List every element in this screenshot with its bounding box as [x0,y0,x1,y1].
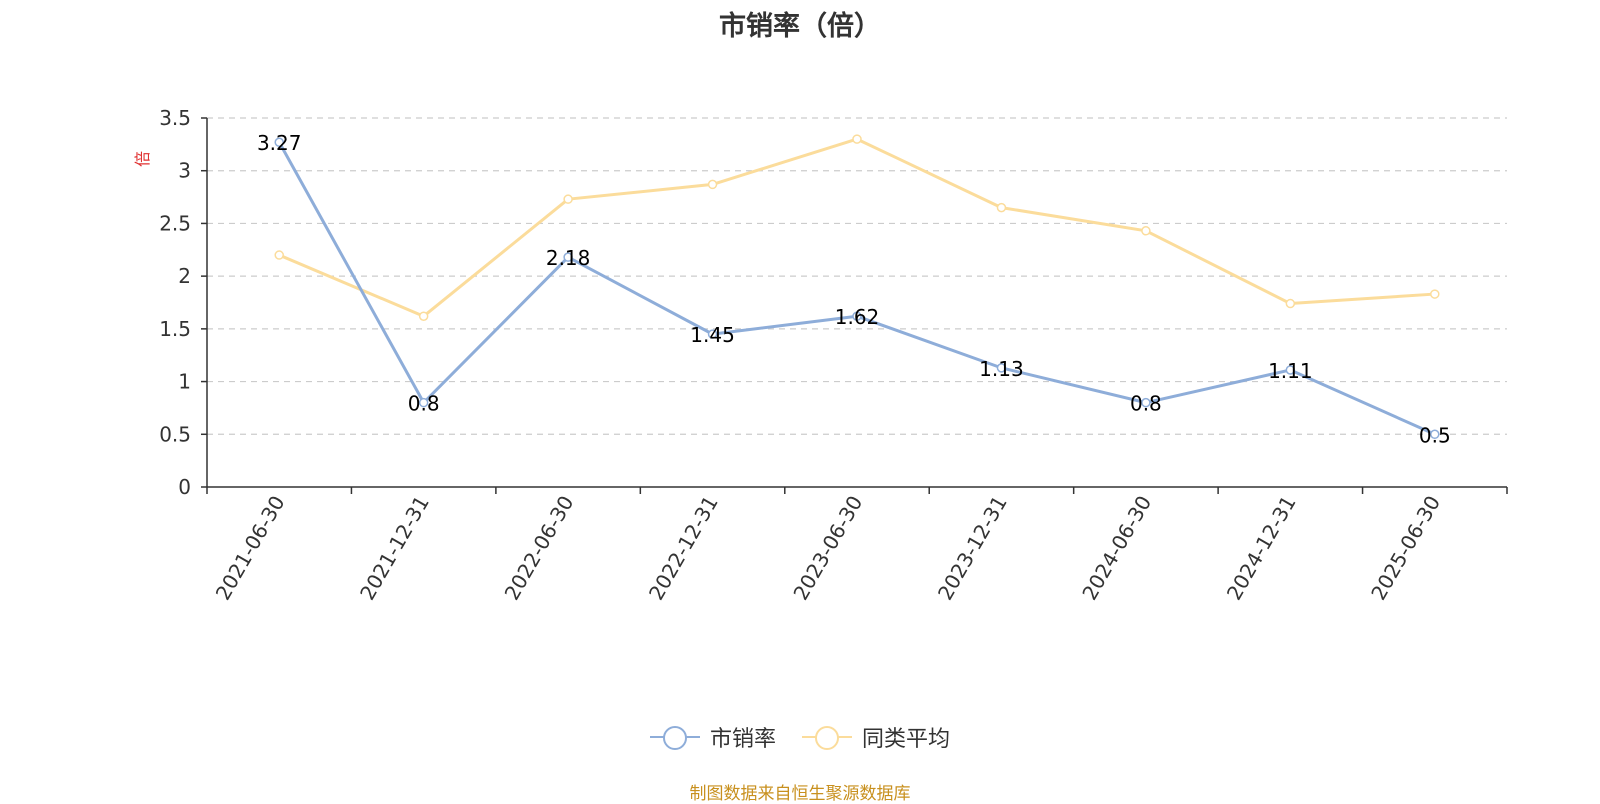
data-label: 2.18 [546,246,591,270]
x-tick-label: 2024-12-31 [1222,492,1301,605]
legend-label: 同类平均 [862,727,951,752]
source-note: 制图数据来自恒生聚源数据库 [689,784,911,804]
data-point [1285,365,1296,375]
x-tick-label: 2023-06-30 [788,492,867,605]
y-tick-label: 0.5 [159,422,191,446]
y-tick-label: 3.5 [159,106,191,130]
axes: 0 0.5 1 1.5 2 2.5 3 3.5 2021-06-30 2021-12-31 2022… [133,106,1508,605]
data-point [418,397,429,408]
data-label: 0.5 [1419,423,1451,447]
data-label: 1.13 [979,357,1024,381]
series-lines [274,134,1440,440]
y-tick-label: 2 [178,264,191,288]
data-labels: 3.27 0.8 2.18 1.45 1.62 1.13 0.8 1.11 0.5 [257,131,1451,447]
legend-swatch-icon [802,725,852,750]
data-label: 0.8 [408,392,440,416]
data-label: 0.8 [1130,392,1162,416]
data-point [274,137,284,147]
data-point [852,134,862,144]
chart-title: 市销率（倍） [719,11,881,42]
x-tick-label: 2023-12-31 [933,492,1012,605]
x-tick-label: 2021-06-30 [211,492,290,605]
y-tick-label: 3 [178,159,191,183]
data-label: 1.45 [690,323,735,347]
data-point [563,194,573,204]
legend-label: 市销率 [709,727,776,752]
legend-item-series-0[interactable]: 市销率 [649,721,776,753]
data-point [1430,429,1440,440]
legend: 市销率 同类平均 [0,721,1600,753]
x-tick-label: 2024-06-30 [1077,492,1156,605]
data-point [1285,298,1296,309]
data-point [852,311,862,321]
y-tick-label: 1 [178,370,191,394]
data-label: 1.11 [1268,359,1313,383]
data-label: 3.27 [257,131,302,155]
y-tick-label: 0 [178,475,191,499]
legend-swatch-icon [649,725,700,750]
y-tick-label: 1.5 [159,317,191,341]
x-tick-label: 2022-12-31 [644,492,723,605]
legend-item-series-1[interactable]: 同类平均 [802,721,950,753]
data-point [274,250,284,260]
data-point [1141,397,1151,408]
data-point [707,179,718,190]
data-point [996,202,1007,213]
data-point [418,311,429,321]
x-tick-label: 2025-06-30 [1366,492,1445,605]
data-point [707,329,718,339]
y-axis-label: 倍 [133,151,152,167]
x-tick-label: 2021-12-31 [355,491,434,604]
data-point [563,252,573,262]
y-tick-label: 2.5 [159,211,191,235]
data-label: 1.62 [835,305,880,329]
series-line-1 [278,137,1435,318]
grid-lines [207,117,1507,435]
x-tick-label: 2022-06-30 [500,492,579,605]
data-point [996,363,1007,373]
data-point [1430,289,1440,299]
data-point [1141,226,1151,236]
